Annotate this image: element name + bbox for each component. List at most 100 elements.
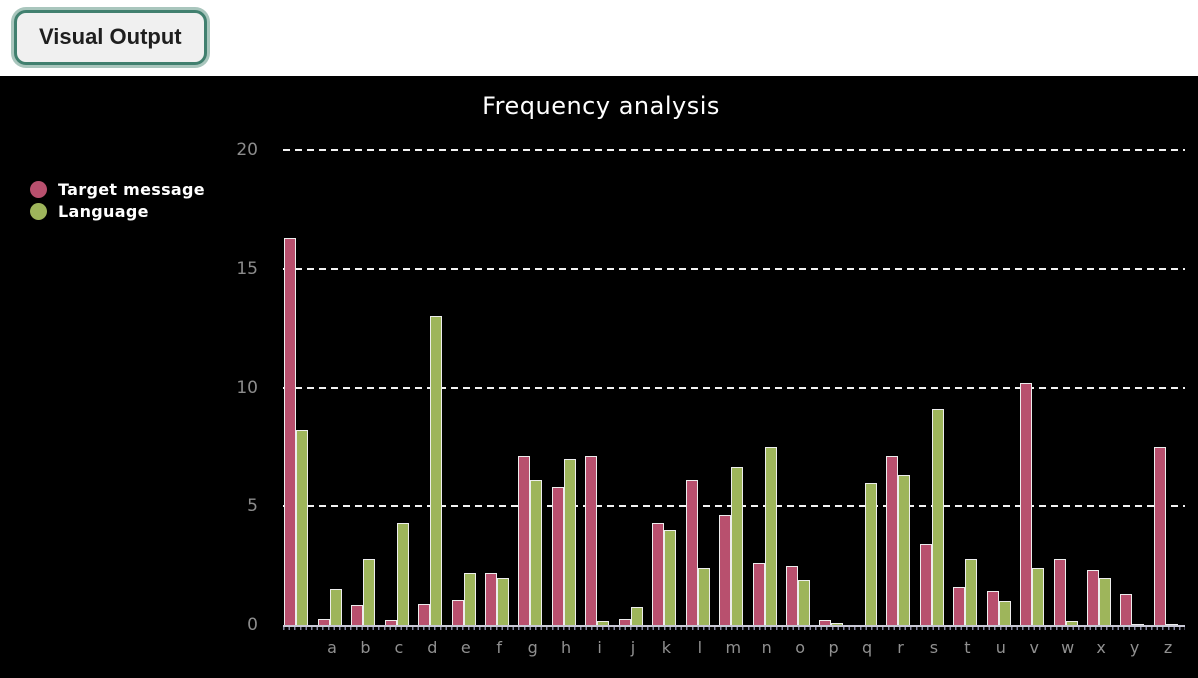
bar-target-message-v <box>1020 382 1033 625</box>
x-tick-label-g: g <box>527 638 538 657</box>
bar-language-k <box>664 530 677 625</box>
x-tick-label-n: n <box>761 638 772 657</box>
x-axis-ticks <box>283 627 1185 630</box>
x-tick-label-b: b <box>360 638 371 657</box>
bar-target-message-i <box>585 456 598 625</box>
bar-target-message-h <box>551 487 564 625</box>
bar-language-space <box>296 430 309 625</box>
x-tick-label-r: r <box>897 638 904 657</box>
bar-language-h <box>563 458 576 625</box>
bar-target-message-x <box>1086 570 1099 625</box>
bar-language-y <box>1132 623 1145 625</box>
bar-language-g <box>530 480 543 625</box>
bar-language-c <box>396 522 409 625</box>
y-tick-label-0: 0 <box>247 615 258 635</box>
bar-language-b <box>363 558 376 625</box>
bar-language-n <box>764 446 777 625</box>
bar-language-u <box>998 601 1011 625</box>
bar-language-a <box>329 589 342 625</box>
bar-language-v <box>1032 568 1045 625</box>
chart-title: Frequency analysis <box>482 92 720 120</box>
x-tick-label-s: s <box>929 638 939 657</box>
x-tick-label-c: c <box>394 638 404 657</box>
bar-target-message-t <box>953 587 966 625</box>
x-tick-label-v: v <box>1029 638 1039 657</box>
bar-target-message-u <box>986 590 999 625</box>
bar-target-message-b <box>351 604 364 625</box>
y-tick-label-10: 10 <box>236 377 258 398</box>
x-tick-label-p: p <box>828 638 839 657</box>
bar-language-o <box>798 579 810 625</box>
bar-target-message-k <box>652 522 665 625</box>
bar-target-message-g <box>518 456 531 625</box>
bar-target-message-j <box>618 619 631 625</box>
bar-target-message-space <box>284 237 297 625</box>
bar-target-message-z <box>1153 446 1166 625</box>
bar-language-z <box>1165 623 1178 625</box>
x-tick-label-y: y <box>1129 638 1140 657</box>
x-tick-label-d: d <box>427 638 438 657</box>
bar-language-f <box>497 577 510 625</box>
bar-target-message-a <box>317 619 330 625</box>
legend-label-target-message: Target message <box>58 179 205 199</box>
legend-label-language: Language <box>58 201 149 221</box>
x-tick-label-o: o <box>795 638 806 657</box>
gridline-15 <box>283 267 1185 270</box>
bar-language-t <box>965 558 978 625</box>
x-tick-label-l: l <box>697 638 703 657</box>
x-tick-label-h: h <box>561 638 572 657</box>
bar-language-x <box>1098 577 1111 625</box>
bar-target-message-s <box>919 544 932 625</box>
bar-target-message-w <box>1053 558 1066 625</box>
legend-item-language: Language <box>30 200 205 222</box>
bar-target-message-c <box>384 620 397 625</box>
bar-language-w <box>1065 621 1078 625</box>
bar-target-message-n <box>752 563 765 625</box>
x-tick-label-k: k <box>661 638 672 657</box>
bar-language-i <box>597 621 610 625</box>
bar-language-r <box>898 475 911 625</box>
gridline-10 <box>283 386 1185 389</box>
bar-language-e <box>463 572 476 625</box>
x-tick-label-i: i <box>597 638 602 657</box>
x-tick-label-u: u <box>995 638 1006 657</box>
x-tick-label-j: j <box>630 638 636 657</box>
bar-language-p <box>831 622 844 625</box>
legend: Target message Language <box>30 178 205 222</box>
x-tick-label-f: f <box>496 638 503 657</box>
bar-target-message-r <box>886 456 899 625</box>
y-tick-label-20: 20 <box>236 140 258 160</box>
bar-language-l <box>697 568 710 625</box>
target-message-swatch-icon <box>30 180 47 198</box>
bar-language-m <box>731 467 744 625</box>
bar-target-message-p <box>819 620 832 625</box>
bar-target-message-m <box>719 514 732 625</box>
bar-target-message-e <box>451 600 464 625</box>
bar-target-message-d <box>418 603 431 625</box>
x-tick-label-z: z <box>1163 638 1173 657</box>
x-tick-label-q: q <box>862 638 873 657</box>
legend-item-target-message: Target message <box>30 178 205 200</box>
bar-target-message-y <box>1120 594 1133 625</box>
bar-target-message-o <box>786 565 798 625</box>
bar-language-j <box>630 607 643 625</box>
bar-target-message-f <box>485 572 498 625</box>
visual-output-tab[interactable]: Visual Output <box>14 10 207 65</box>
y-tick-label-5: 5 <box>247 496 258 517</box>
frequency-chart: Frequency analysis Target message Langua… <box>0 76 1198 678</box>
bar-language-s <box>931 408 944 625</box>
x-axis-line <box>283 625 1185 627</box>
bar-language-q <box>864 482 877 625</box>
header-bar: Visual Output <box>0 0 1198 76</box>
bar-target-message-l <box>685 480 698 625</box>
x-tick-label-w: w <box>1061 638 1075 657</box>
gridline-20 <box>283 149 1185 151</box>
x-tick-label-e: e <box>460 638 471 657</box>
language-swatch-icon <box>30 202 47 220</box>
x-tick-label-m: m <box>725 638 742 657</box>
x-tick-label-t: t <box>964 638 971 657</box>
x-tick-label-a: a <box>327 638 337 657</box>
bar-language-d <box>430 316 443 625</box>
x-tick-label-x: x <box>1096 638 1106 657</box>
